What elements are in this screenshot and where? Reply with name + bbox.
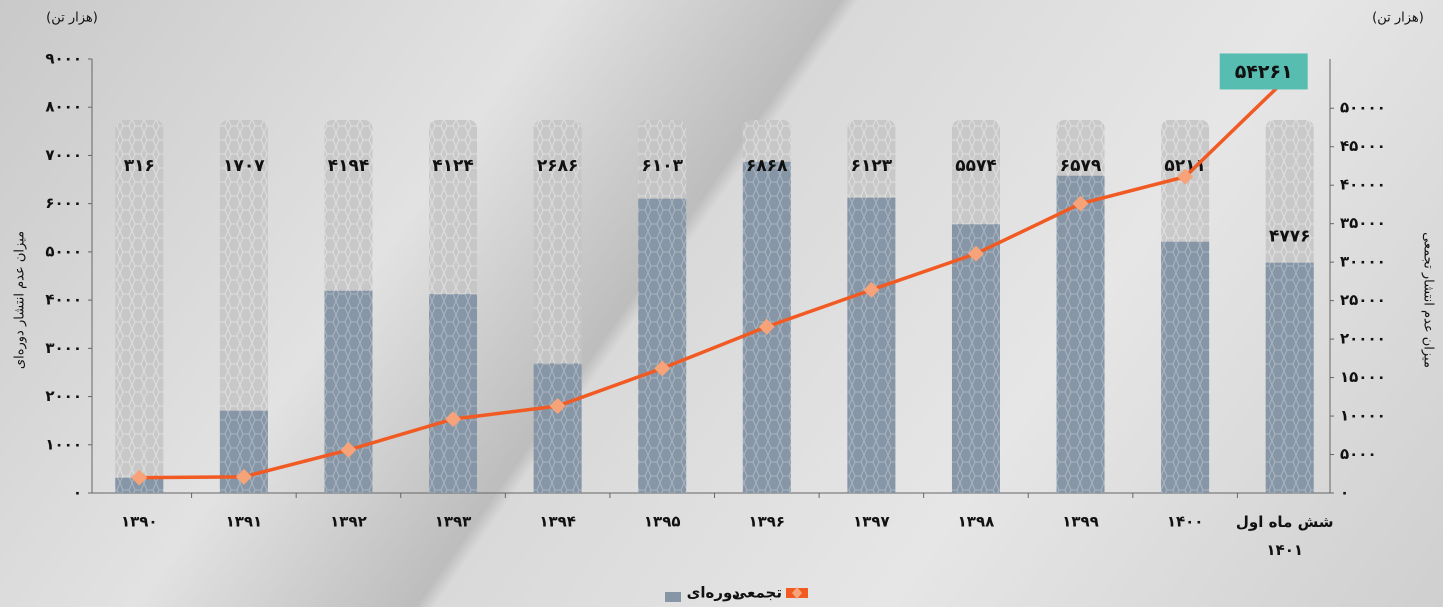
x-tick-label: ۱۳۹۱ xyxy=(226,513,263,531)
bar xyxy=(847,197,896,493)
y2-tick-label: ۵۰۰۰ xyxy=(1340,445,1377,463)
line-marker xyxy=(1177,168,1194,185)
x-tick-label: ۱۳۹۲ xyxy=(330,513,367,531)
value-label-box xyxy=(1219,53,1308,90)
line-value-label: ۵۴۲۶۱ xyxy=(1235,61,1293,83)
unit-right: (هزار تن) xyxy=(1372,11,1424,26)
bar-value-label: ۵۲۱۱ xyxy=(1164,156,1206,176)
y2-tick-label: ۳۰۰۰۰ xyxy=(1340,253,1386,271)
legend-swatch xyxy=(665,592,681,602)
x-tick-label: ۱۳۹۴ xyxy=(539,513,576,531)
y-tick-label: ۶۰۰۰ xyxy=(45,194,82,212)
line xyxy=(139,74,1291,480)
x-tick-label: ۱۳۹۳ xyxy=(435,513,472,531)
y2-tick-label: ۵۰۰۰۰ xyxy=(1340,99,1386,117)
y2-tick-label: ۱۵۰۰۰ xyxy=(1340,368,1386,386)
legend-label: تجمعی xyxy=(732,584,782,602)
line-marker xyxy=(340,441,357,458)
line-marker xyxy=(131,469,148,486)
bar-value-label: ۶۱۲۳ xyxy=(851,156,893,176)
y2-tick-label: ۱۰۰۰۰ xyxy=(1340,407,1386,425)
bar xyxy=(951,224,1000,493)
bar-value-label: ۴۱۲۴ xyxy=(432,156,474,176)
bar xyxy=(1161,241,1210,493)
y-tick-label: ۰ xyxy=(73,484,82,502)
x-tick-label: ۱۳۹۰ xyxy=(121,513,158,531)
bar xyxy=(1265,262,1314,493)
y-tick-label: ۷۰۰۰ xyxy=(45,146,82,164)
bar xyxy=(533,363,582,493)
y2-tick-label: ۳۵۰۰۰ xyxy=(1340,214,1386,232)
x-tick-label: شش ماه اول ۱۴۰۱ xyxy=(1235,513,1334,559)
x-tick-label: ۱۳۹۷ xyxy=(853,513,890,531)
bar-value-label: ۶۵۷۹ xyxy=(1060,156,1102,176)
bar-background xyxy=(219,120,268,493)
y-tick-label: ۵۰۰۰ xyxy=(45,242,82,260)
x-tick-label: ۱۴۰۰ xyxy=(1167,513,1204,531)
y-axis-title: میزان عدم انتشار دوره‌ای xyxy=(13,231,28,369)
x-tick-label: ۱۳۹۸ xyxy=(958,513,995,531)
y2-tick-label: ۲۰۰۰۰ xyxy=(1340,330,1386,348)
line-marker xyxy=(235,468,252,485)
legend-label: دوره‌ای xyxy=(687,584,741,602)
x-tick-label: ۱۳۹۵ xyxy=(644,513,681,531)
y-tick-label: ۳۰۰۰ xyxy=(45,339,82,357)
y2-tick-label: ۲۵۰۰۰ xyxy=(1340,291,1386,309)
bar-value-label: ۲۶۸۶ xyxy=(537,156,579,176)
line-marker xyxy=(758,318,775,335)
bar-value-label: ۴۷۷۶ xyxy=(1269,227,1311,247)
line-marker xyxy=(549,398,566,415)
bar xyxy=(429,294,478,493)
x-tick-label: ۱۳۹۶ xyxy=(748,513,785,531)
bar-value-label: ۶۱۰۳ xyxy=(641,156,683,176)
y2-axis-title: میزان عدم انتشار تجمعی xyxy=(1421,232,1436,368)
y2-tick-label: ۰ xyxy=(1340,484,1349,502)
line-marker xyxy=(967,245,984,262)
bar xyxy=(1056,175,1105,493)
bar-value-label: ۵۵۷۴ xyxy=(955,156,997,176)
y-tick-label: ۹۰۰۰ xyxy=(45,50,82,68)
y-tick-label: ۲۰۰۰ xyxy=(45,387,82,405)
y-tick-label: ۱۰۰۰ xyxy=(45,435,82,453)
line-marker xyxy=(863,281,880,298)
line-marker xyxy=(654,360,671,377)
bar-value-label: ۶۸۶۸ xyxy=(746,156,788,176)
bar-value-label: ۴۱۹۴ xyxy=(328,156,370,176)
y2-tick-label: ۴۵۰۰۰ xyxy=(1340,137,1386,155)
unit-left: (هزار تن) xyxy=(46,11,98,26)
bar-value-label: ۱۷۰۷ xyxy=(223,156,265,176)
y2-tick-label: ۴۰۰۰۰ xyxy=(1340,176,1386,194)
bar-value-label: ۳۱۶ xyxy=(124,156,155,176)
y-tick-label: ۴۰۰۰ xyxy=(45,291,82,309)
y-tick-label: ۸۰۰۰ xyxy=(45,98,82,116)
bar xyxy=(638,198,687,494)
legend-swatch-marker xyxy=(792,587,802,599)
bar xyxy=(324,290,373,493)
bar-background xyxy=(115,120,164,493)
line-marker xyxy=(445,411,462,428)
x-tick-label: ۱۳۹۹ xyxy=(1062,513,1099,531)
line-marker xyxy=(1072,195,1089,212)
